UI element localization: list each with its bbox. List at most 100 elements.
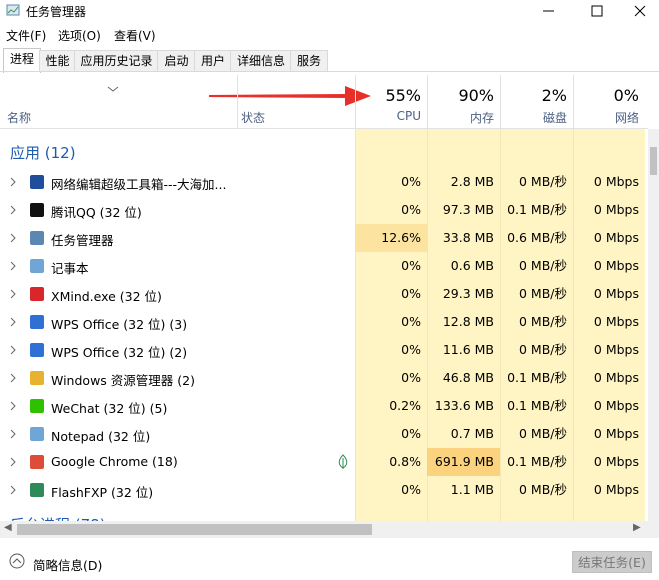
menu-item[interactable]: 选项(O) bbox=[58, 29, 101, 43]
menu-item[interactable]: 查看(V) bbox=[114, 29, 156, 43]
column-percent[interactable]: 90% bbox=[458, 86, 494, 105]
process-name[interactable]: WPS Office (32 位) (3) bbox=[51, 317, 188, 332]
metric-cell: 0% bbox=[401, 174, 421, 189]
metric-cell: 0.1 MB/秒 bbox=[507, 454, 567, 469]
fewer-details-link[interactable]: 简略信息(D) bbox=[33, 558, 103, 573]
menu-item[interactable]: 文件(F) bbox=[6, 29, 47, 43]
expand-arrow[interactable] bbox=[9, 345, 17, 355]
metric-cell: 0 Mbps bbox=[593, 398, 639, 413]
metric-cell: 0 Mbps bbox=[593, 202, 639, 217]
expand-arrow[interactable] bbox=[9, 289, 17, 299]
column-percent[interactable]: 2% bbox=[541, 86, 567, 105]
metric-cell: 0.1 MB/秒 bbox=[507, 202, 567, 217]
metric-cell: 0 MB/秒 bbox=[519, 482, 567, 497]
metric-cell: 133.6 MB bbox=[434, 398, 494, 413]
metric-cell: 0 MB/秒 bbox=[519, 258, 567, 273]
expand-arrow[interactable] bbox=[9, 317, 17, 327]
column-label[interactable]: 网络 bbox=[614, 111, 639, 125]
metric-cell: 0.2% bbox=[389, 398, 421, 413]
tab[interactable]: 性能 bbox=[39, 50, 76, 72]
tab[interactable]: 应用历史记录 bbox=[74, 50, 159, 72]
expand-arrow[interactable] bbox=[9, 205, 17, 215]
metric-cell: 0% bbox=[401, 426, 421, 441]
process-icon bbox=[30, 287, 44, 301]
process-name[interactable]: WeChat (32 位) (5) bbox=[51, 401, 168, 416]
tab-border bbox=[0, 71, 659, 72]
expand-arrow[interactable] bbox=[9, 429, 17, 439]
metric-cell: 0% bbox=[401, 482, 421, 497]
expand-arrow[interactable] bbox=[9, 485, 17, 495]
tab[interactable]: 服务 bbox=[290, 50, 328, 72]
table-body: 应用 (12) 网络编辑超级工具箱---大海加... 0% 2.8 MB 0 MB/秒 0… bbox=[0, 129, 648, 521]
metric-cell: 0% bbox=[401, 370, 421, 385]
column-percent[interactable]: 55% bbox=[385, 86, 421, 105]
expand-arrow[interactable] bbox=[9, 457, 17, 467]
column-bg bbox=[573, 129, 645, 521]
process-icon bbox=[30, 399, 44, 413]
process-icon bbox=[30, 203, 44, 217]
process-name[interactable]: Windows 资源管理器 (2) bbox=[51, 373, 195, 388]
end-task-button[interactable]: 结束任务(E) bbox=[572, 551, 652, 573]
tab[interactable]: 用户 bbox=[194, 50, 232, 72]
process-icon bbox=[30, 231, 44, 245]
metric-cell: 0% bbox=[401, 314, 421, 329]
column-divider bbox=[355, 75, 356, 129]
column-label[interactable]: 磁盘 bbox=[542, 111, 567, 125]
process-name[interactable]: 记事本 bbox=[51, 261, 89, 276]
status-header[interactable]: 状态 bbox=[241, 111, 266, 125]
metric-cell: 0 MB/秒 bbox=[519, 174, 567, 189]
column-percent[interactable]: 0% bbox=[613, 86, 639, 105]
col-divider bbox=[237, 75, 238, 129]
metric-cell: 0.1 MB/秒 bbox=[507, 370, 567, 385]
process-name[interactable]: 任务管理器 bbox=[51, 233, 114, 248]
process-name[interactable]: WPS Office (32 位) (2) bbox=[51, 345, 188, 360]
metric-cell: 0 MB/秒 bbox=[519, 426, 567, 441]
process-icon bbox=[30, 427, 44, 441]
vertical-scrollbar[interactable] bbox=[648, 129, 659, 521]
metric-cell: 1.1 MB bbox=[450, 482, 494, 497]
process-name[interactable]: Notepad (32 位) bbox=[51, 429, 151, 444]
tab[interactable]: 启动 bbox=[157, 50, 196, 72]
metric-cell: 0 Mbps bbox=[593, 342, 639, 357]
expand-arrow[interactable] bbox=[9, 261, 17, 271]
sort-chevron[interactable] bbox=[107, 85, 119, 93]
process-name[interactable]: FlashFXP (32 位) bbox=[51, 485, 154, 500]
metric-cell: 0 Mbps bbox=[593, 230, 639, 245]
metric-cell: 0 MB/秒 bbox=[519, 314, 567, 329]
column-divider bbox=[500, 75, 501, 129]
metric-cell: 0 MB/秒 bbox=[519, 342, 567, 357]
tab[interactable]: 进程 bbox=[3, 48, 41, 73]
metric-cell: 0.1 MB/秒 bbox=[507, 398, 567, 413]
process-name[interactable]: XMind.exe (32 位) bbox=[51, 289, 162, 304]
name-header[interactable]: 名称 bbox=[7, 111, 32, 125]
app-icon bbox=[6, 4, 20, 16]
expand-arrow[interactable] bbox=[9, 177, 17, 187]
metric-cell: 46.8 MB bbox=[442, 370, 494, 385]
process-icon bbox=[30, 315, 44, 329]
metric-cell: 29.3 MB bbox=[442, 286, 494, 301]
metric-cell: 0 Mbps bbox=[593, 482, 639, 497]
process-name[interactable]: 网络编辑超级工具箱---大海加... bbox=[51, 177, 227, 192]
group-header: 应用 (12) bbox=[10, 144, 76, 162]
column-label[interactable]: CPU bbox=[396, 109, 421, 123]
metric-cell: 0.6 MB/秒 bbox=[507, 230, 567, 245]
scroll-corner bbox=[648, 521, 659, 538]
expand-arrow[interactable] bbox=[9, 373, 17, 383]
process-name[interactable]: Google Chrome (18) bbox=[51, 454, 178, 469]
horizontal-scrollbar[interactable]: ◀ ▶ bbox=[0, 521, 648, 538]
column-label[interactable]: 内存 bbox=[469, 111, 494, 125]
metric-cell: 12.8 MB bbox=[442, 314, 494, 329]
collapse-icon[interactable] bbox=[9, 553, 25, 569]
column-divider bbox=[427, 75, 428, 129]
metric-cell: 97.3 MB bbox=[442, 202, 494, 217]
process-icon bbox=[30, 483, 44, 497]
window-controls[interactable] bbox=[538, 0, 659, 22]
process-name[interactable]: 腾讯QQ (32 位) bbox=[51, 205, 142, 220]
expand-arrow[interactable] bbox=[9, 233, 17, 243]
column-divider bbox=[573, 75, 574, 129]
metric-cell: 0 Mbps bbox=[593, 174, 639, 189]
expand-arrow[interactable] bbox=[9, 401, 17, 411]
tab[interactable]: 详细信息 bbox=[230, 50, 292, 72]
metric-cell: 0% bbox=[401, 286, 421, 301]
